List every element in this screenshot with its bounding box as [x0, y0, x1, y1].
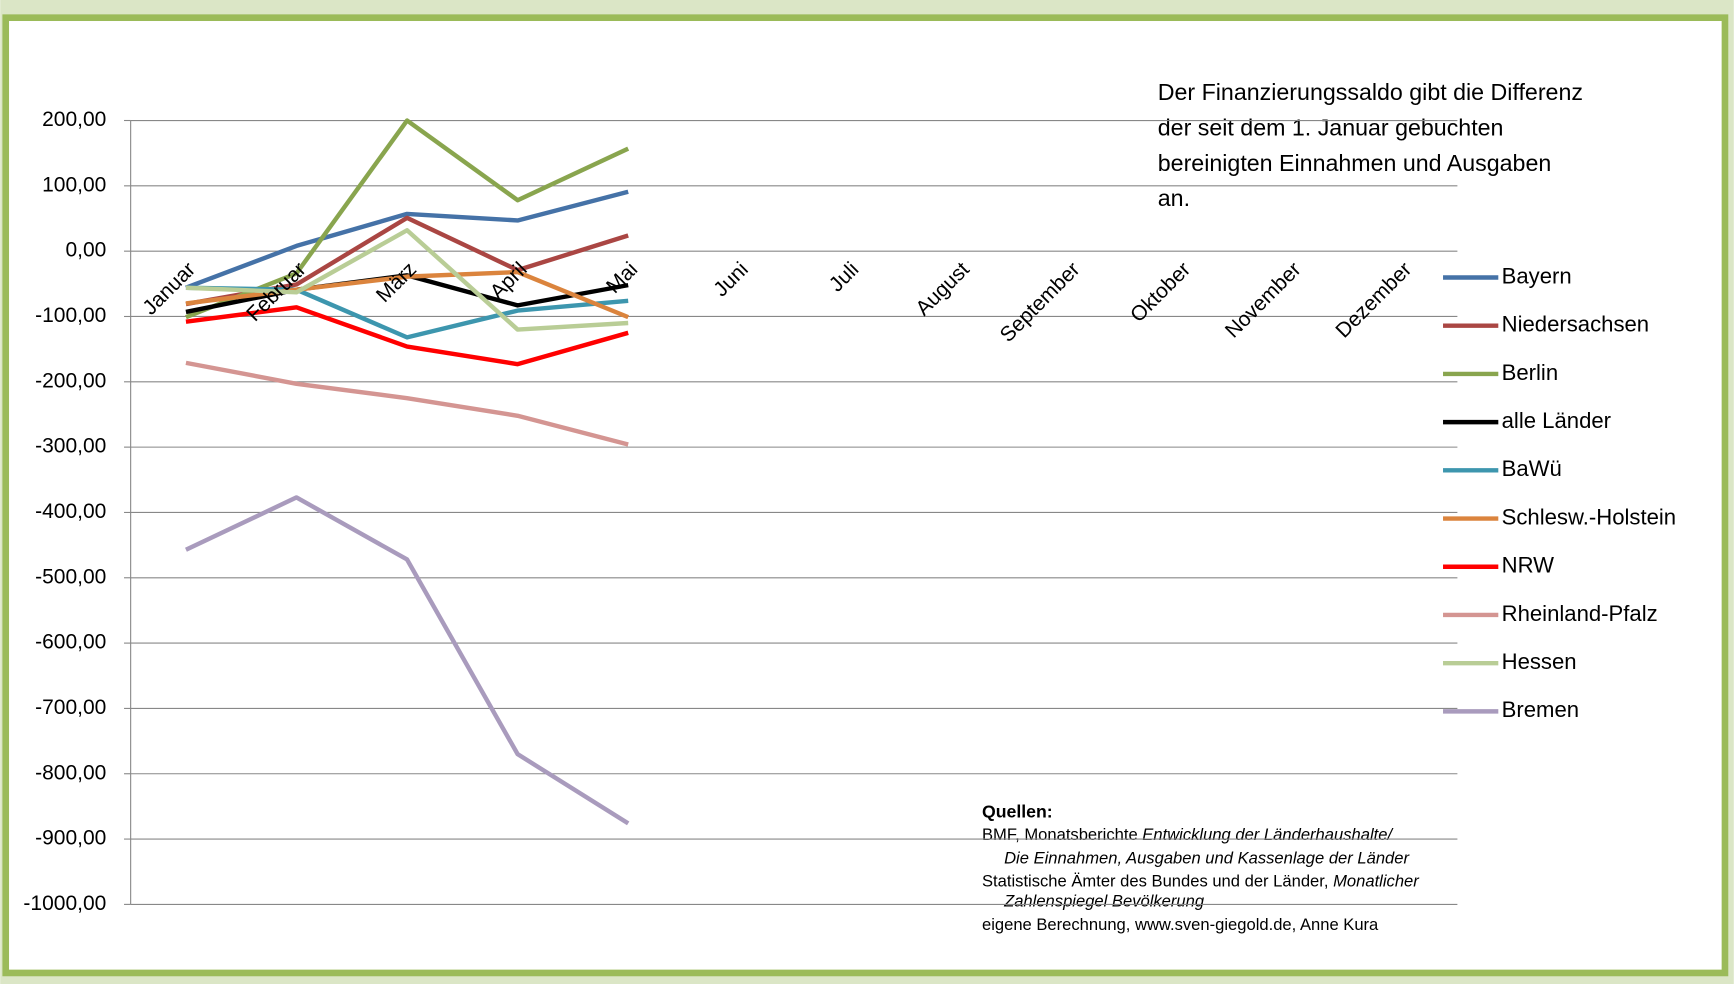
y-tick-label: -200,00: [35, 369, 106, 392]
series-line: [185, 189, 629, 290]
sources-title: Quellen:: [982, 801, 1053, 821]
legend-label: Hessen: [1502, 649, 1577, 674]
frame: [2, 14, 1729, 977]
y-tick-label: -100,00: [35, 304, 106, 327]
y-tick-label: -600,00: [35, 631, 106, 654]
y-tick-label: -700,00: [35, 696, 106, 719]
y-tick-label: 0,00: [65, 239, 106, 262]
legend-label: Berlin: [1502, 360, 1559, 385]
y-tick-label: 100,00: [42, 173, 106, 196]
y-tick-label: 200,00: [42, 108, 106, 131]
legend-label: BaWü: [1502, 456, 1562, 481]
series-line: [185, 360, 629, 447]
source-text: Monatlicher: [1333, 872, 1420, 891]
source-line: Die Einnahmen, Ausgaben und Kassenlage d…: [1004, 848, 1410, 867]
series-line: [184, 495, 630, 826]
y-tick-label: -300,00: [35, 435, 106, 458]
legend-label: NRW: [1502, 553, 1555, 578]
source-text: BMF, Monatsberichte: [982, 825, 1142, 844]
annotation: an.: [1158, 185, 1190, 211]
legend-label: Schlesw.-Holstein: [1502, 504, 1677, 529]
source-line: eigene Berechnung, www.sven-giegold.de, …: [982, 915, 1379, 934]
y-tick-label: -400,00: [35, 500, 106, 523]
annotation: der seit dem 1. Januar gebuchten: [1158, 114, 1504, 140]
annotation: bereinigten Einnahmen und Ausgaben: [1158, 150, 1551, 176]
source-text: Entwicklung der Länderhaushalte/: [1142, 825, 1394, 844]
source-line: BMF, Monatsberichte Entwicklung der Länd…: [982, 825, 1394, 844]
y-tick-label: -1000,00: [23, 892, 106, 915]
y-tick-label: -500,00: [35, 565, 106, 588]
legend-label: Niedersachsen: [1502, 312, 1649, 337]
legend-label: Rheinland-Pfalz: [1502, 601, 1658, 626]
source-text: Statistische Ämter des Bundes und der Lä…: [982, 872, 1333, 891]
annotation: Der Finanzierungssaldo gibt die Differen…: [1158, 79, 1583, 105]
legend-label: Bremen: [1502, 697, 1579, 722]
series-line: [185, 228, 629, 332]
y-tick-label: -800,00: [35, 761, 106, 784]
y-tick-label: -900,00: [35, 827, 106, 850]
legend-label: Bayern: [1502, 263, 1572, 288]
source-line: Zahlenspiegel Bevölkerung: [1003, 892, 1205, 911]
legend-label: alle Länder: [1502, 408, 1611, 433]
series-line: [185, 269, 630, 320]
series-line: [185, 305, 629, 367]
source-line: Statistische Ämter des Bundes und der Lä…: [982, 872, 1420, 891]
